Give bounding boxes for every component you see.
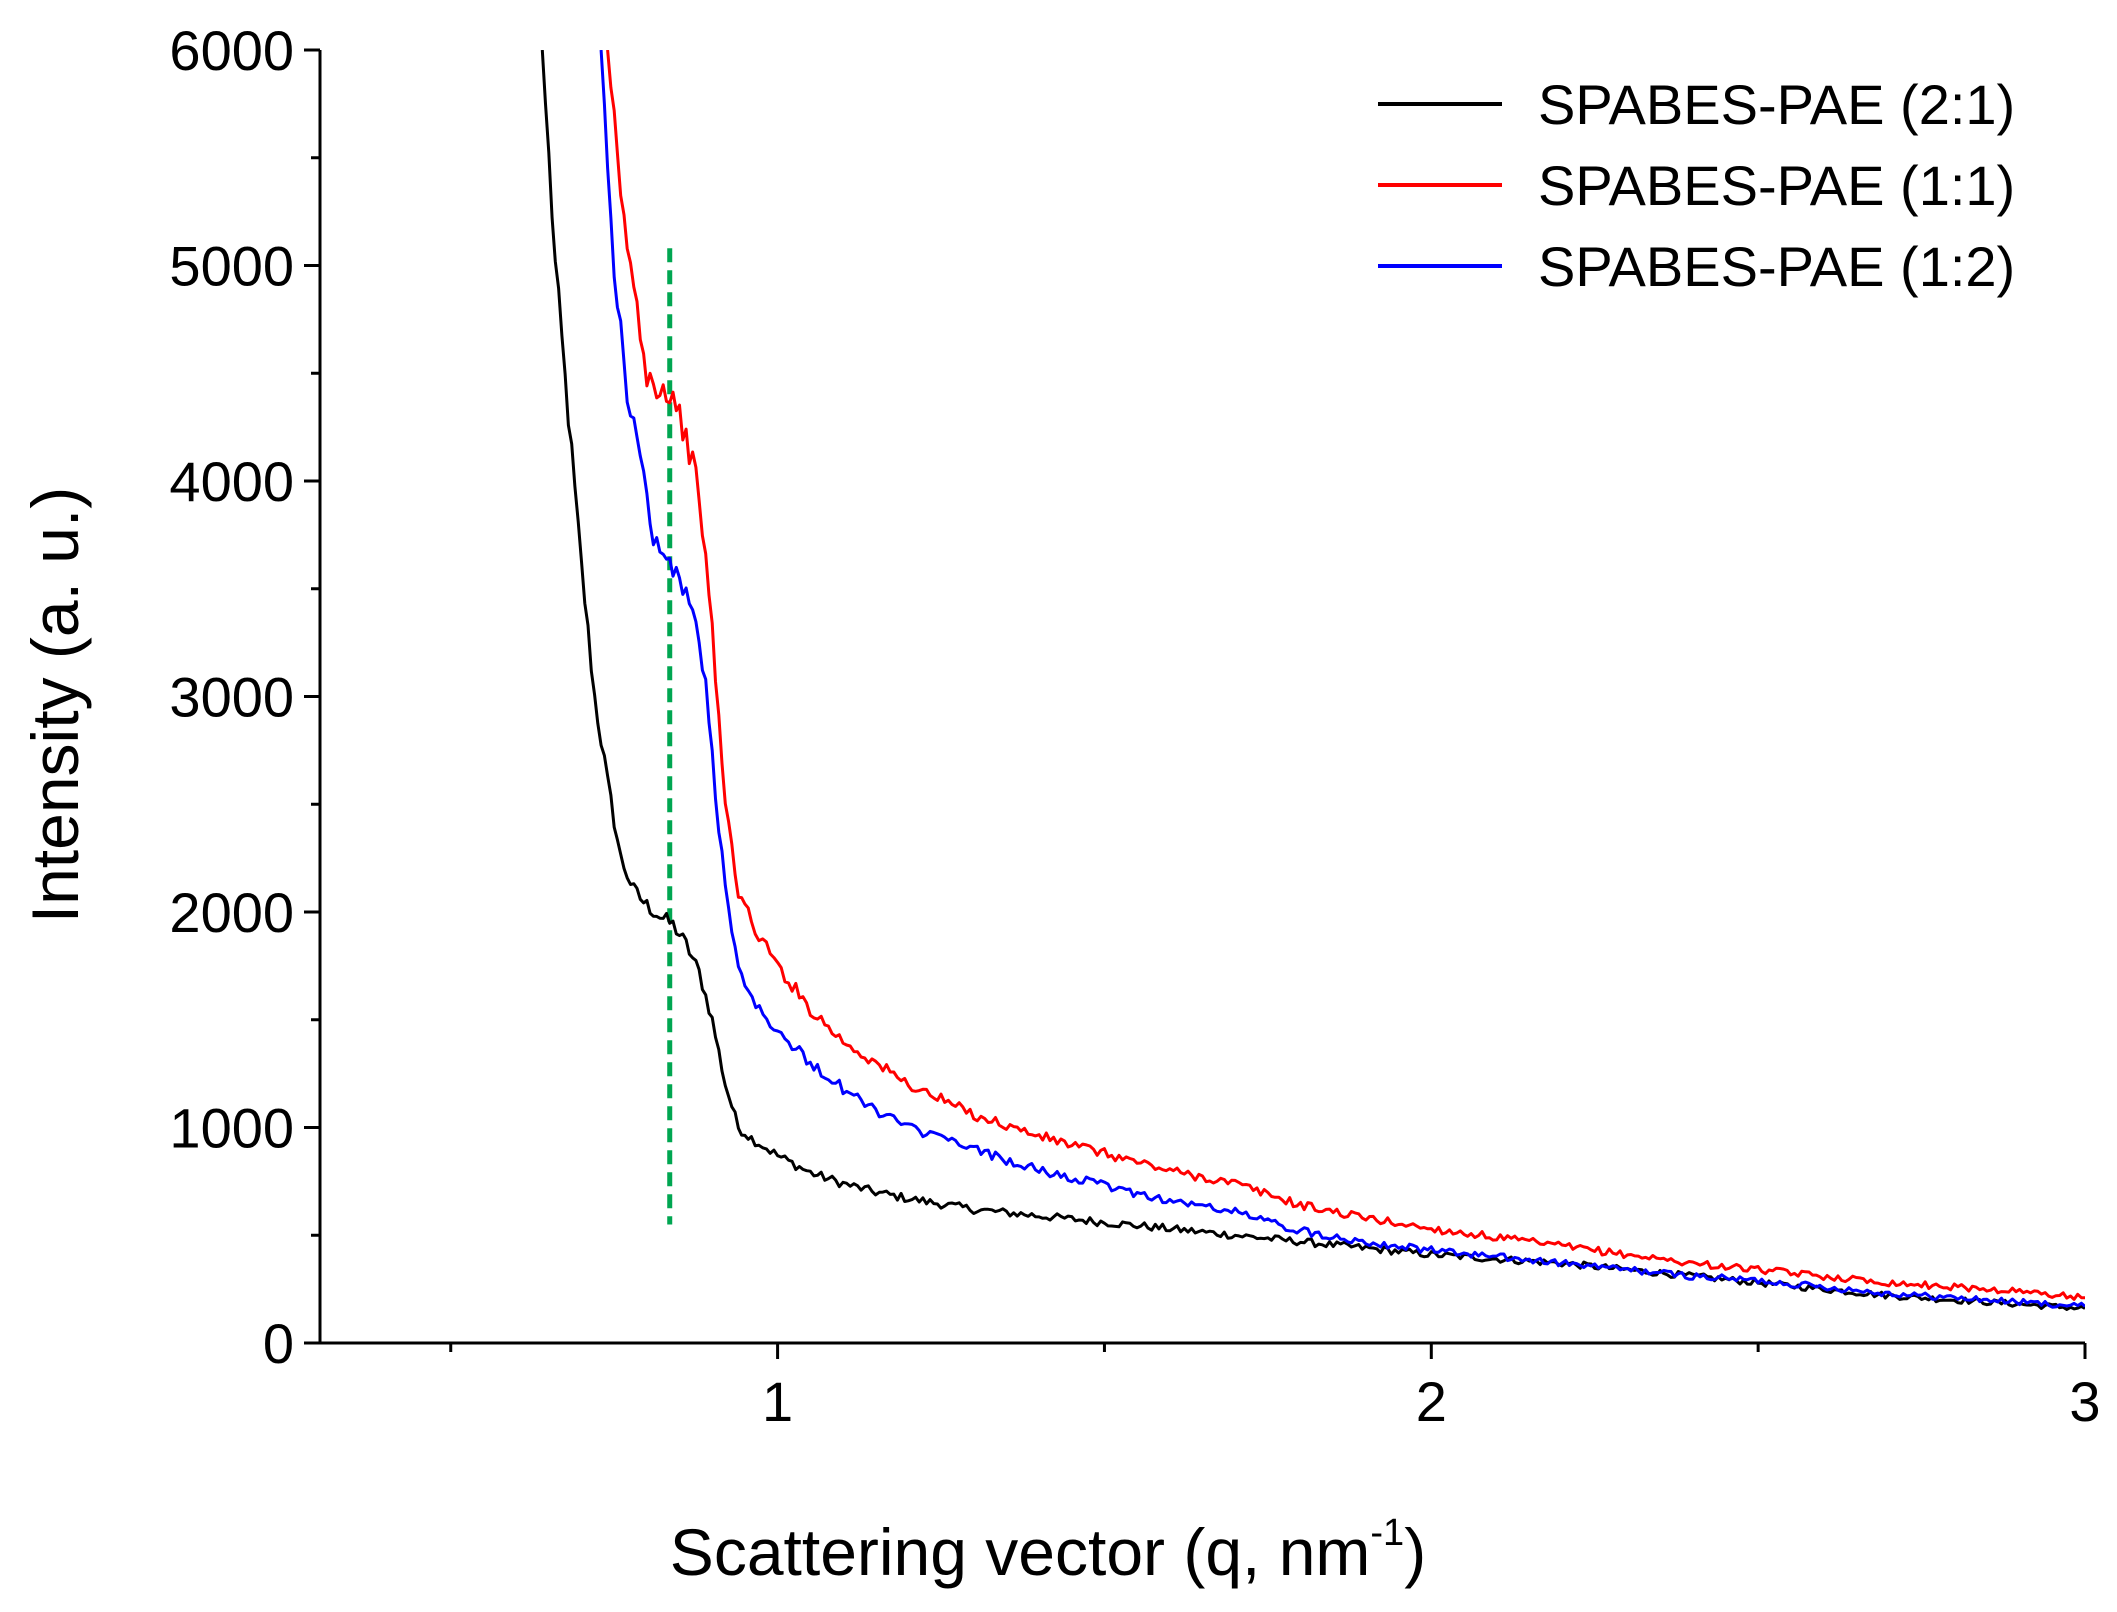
legend: SPABES-PAE (2:1) SPABES-PAE (1:1) SPABES… — [1378, 73, 2015, 298]
legend-entry-1-2: SPABES-PAE (1:2) — [1378, 235, 2015, 298]
series-line-2-1 — [540, 50, 2085, 1311]
y-tick-label: 4000 — [169, 450, 294, 513]
y-tick-label: 6000 — [169, 19, 294, 82]
x-axis-title-close: ) — [1404, 1515, 1426, 1589]
legend-label-2-1: SPABES-PAE (2:1) — [1538, 73, 2015, 136]
y-tick-label: 2000 — [169, 881, 294, 944]
y-axis-title: Intensity (a. u.) — [18, 487, 92, 924]
y-tick-label: 3000 — [169, 666, 294, 729]
x-tick-label: 1 — [762, 1370, 793, 1433]
series-line-1-1 — [606, 50, 2085, 1301]
x-axis-title-superscript: -1 — [1370, 1512, 1404, 1554]
series-line-1-2 — [599, 50, 2085, 1309]
y-tick-label: 0 — [263, 1312, 294, 1375]
y-tick-label: 5000 — [169, 235, 294, 298]
legend-entry-2-1: SPABES-PAE (2:1) — [1378, 73, 2015, 136]
legend-label-1-1: SPABES-PAE (1:1) — [1538, 154, 2015, 217]
x-axis-title: Scattering vector (q, nm-1) — [670, 1512, 1426, 1589]
legend-label-1-2: SPABES-PAE (1:2) — [1538, 235, 2015, 298]
x-tick-label: 3 — [2069, 1370, 2100, 1433]
axes — [304, 48, 2087, 1359]
legend-entry-1-1: SPABES-PAE (1:1) — [1378, 154, 2015, 217]
plot-lines — [540, 50, 2085, 1311]
x-tick-label: 2 — [1416, 1370, 1447, 1433]
y-tick-label: 1000 — [169, 1097, 294, 1160]
x-axis-title-main: Scattering vector (q, nm — [670, 1515, 1371, 1589]
tick-labels: 0 1000 2000 3000 4000 5000 6000 1 2 3 — [169, 19, 2100, 1433]
